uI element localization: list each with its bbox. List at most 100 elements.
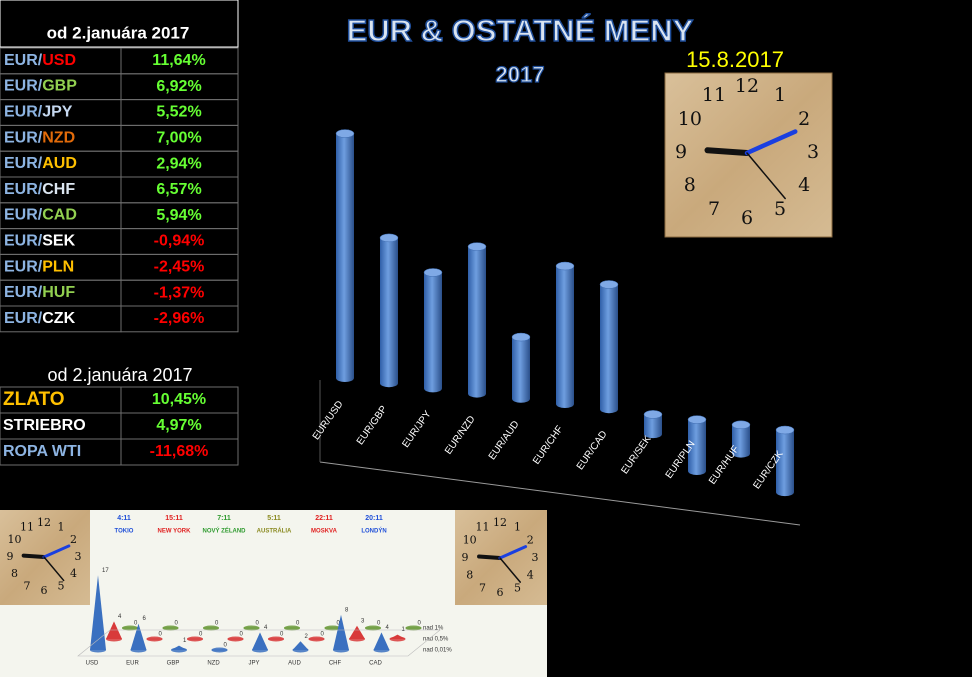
chart-title: EUR & OSTATNÉ MENY	[347, 13, 694, 48]
legend-label: nad 0,01%	[423, 648, 452, 654]
world-city: AUSTRÁLIA	[257, 528, 292, 535]
world-time: 7:11	[217, 515, 231, 522]
bar-top	[423, 268, 443, 277]
cone	[171, 645, 187, 650]
pair-code: CAD	[42, 207, 77, 224]
pair-label: EUR/CAD	[4, 207, 77, 224]
clock-hand	[477, 554, 502, 560]
clock-hand	[43, 556, 65, 582]
bar	[644, 414, 662, 439]
world-city: NEW YORK	[158, 529, 192, 535]
x-tick-label: CAD	[369, 661, 382, 667]
clock-number: 7	[479, 581, 486, 594]
cone-value: 3	[361, 618, 365, 624]
x-tick-label: AUD	[288, 661, 301, 667]
cone-floor	[77, 629, 441, 657]
floor-line	[319, 461, 801, 526]
clock-number: 10	[678, 108, 702, 130]
pair-base: EUR/	[4, 130, 43, 147]
clock-hand	[499, 557, 521, 583]
pair-label: EUR/JPY	[4, 104, 73, 121]
clock-number: 12	[37, 516, 51, 529]
bar-top	[555, 261, 575, 271]
clock-number: 8	[684, 174, 696, 196]
pair-code: USD	[42, 52, 76, 69]
commodity-name: STRIEBRO	[3, 417, 86, 434]
bar-top	[511, 332, 531, 342]
cone	[90, 575, 106, 650]
x-tick-label: EUR	[126, 661, 139, 667]
clock-number: 8	[466, 569, 473, 582]
bar	[468, 246, 486, 398]
cone-value: 0	[134, 621, 138, 627]
pair-base: EUR/	[4, 104, 43, 121]
clock-number: 4	[798, 174, 810, 196]
pair-label: EUR/USD	[4, 52, 76, 69]
clock-number: 4	[70, 567, 77, 580]
cone-value: 0	[296, 621, 300, 627]
pair-label: EUR/PLN	[4, 259, 74, 276]
cone-value: 4	[118, 614, 122, 620]
date: 15.8.2017	[686, 47, 784, 72]
pair-label: EUR/AUD	[4, 155, 77, 172]
clock-number: 2	[798, 108, 810, 130]
chart-subtitle: 2017	[496, 62, 545, 87]
clock-number: 8	[11, 567, 18, 580]
table-cell	[120, 305, 239, 333]
pair-code: NZD	[42, 130, 75, 147]
bar	[380, 237, 398, 388]
pair-label: EUR/HUF	[4, 284, 75, 301]
pair-value: 2,94%	[156, 155, 201, 172]
cone-value: 0	[175, 621, 179, 627]
cone-value: 0	[159, 632, 163, 638]
cone-value: 0	[256, 621, 260, 627]
cone-value: 0	[224, 643, 228, 649]
pair-value: -2,45%	[154, 259, 205, 276]
clock-number: 6	[741, 207, 753, 229]
pair-code: JPY	[42, 104, 73, 121]
clock-number: 12	[493, 516, 507, 529]
clock-number: 6	[497, 586, 504, 599]
x-tick-label: GBP	[167, 661, 180, 667]
pair-code: GBP	[42, 78, 77, 95]
clock-number: 11	[20, 521, 34, 534]
world-city: MOSKVA	[311, 529, 338, 535]
clock-hand	[746, 152, 786, 200]
cone-value: 0	[199, 632, 203, 638]
cone-value: 6	[143, 616, 147, 622]
clock-number: 10	[8, 533, 22, 546]
clock-hand	[744, 129, 798, 156]
clock-number: 4	[527, 569, 534, 582]
pair-label: EUR/GBP	[4, 78, 77, 95]
pair-code: CZK	[42, 310, 75, 327]
pair-value: 11,64%	[152, 52, 205, 69]
bar-top	[775, 425, 795, 435]
clock-number: 9	[462, 551, 469, 564]
clock-number: 1	[774, 84, 786, 106]
bar-top	[643, 410, 663, 419]
cone-value: 1	[183, 638, 187, 644]
clock-number: 10	[463, 534, 477, 547]
clock-number: 6	[41, 584, 48, 597]
world-time: 15:11	[165, 515, 183, 522]
bar	[336, 133, 354, 382]
commodities-header: od 2.januára 2017	[47, 365, 192, 385]
clock-number: 3	[807, 141, 819, 163]
pair-base: EUR/	[4, 284, 43, 301]
world-time: 20:11	[365, 515, 383, 522]
cone	[349, 625, 365, 639]
cone	[333, 614, 349, 650]
world-city: NOVÝ ZÉLAND	[202, 527, 246, 535]
pair-label: EUR/SEK	[4, 233, 76, 250]
clock-number: 3	[532, 551, 539, 564]
legend-label: nad 1%	[423, 626, 444, 632]
world-time: 22:11	[315, 515, 333, 522]
cone-value: 8	[345, 607, 349, 613]
clock-number: 11	[702, 84, 726, 106]
cone-value: 0	[240, 632, 244, 638]
pair-value: -0,94%	[154, 233, 205, 250]
pair-code: CHF	[42, 181, 75, 198]
pair-label: EUR/NZD	[4, 130, 75, 147]
commodity-name: ROPA WTI	[3, 443, 81, 460]
